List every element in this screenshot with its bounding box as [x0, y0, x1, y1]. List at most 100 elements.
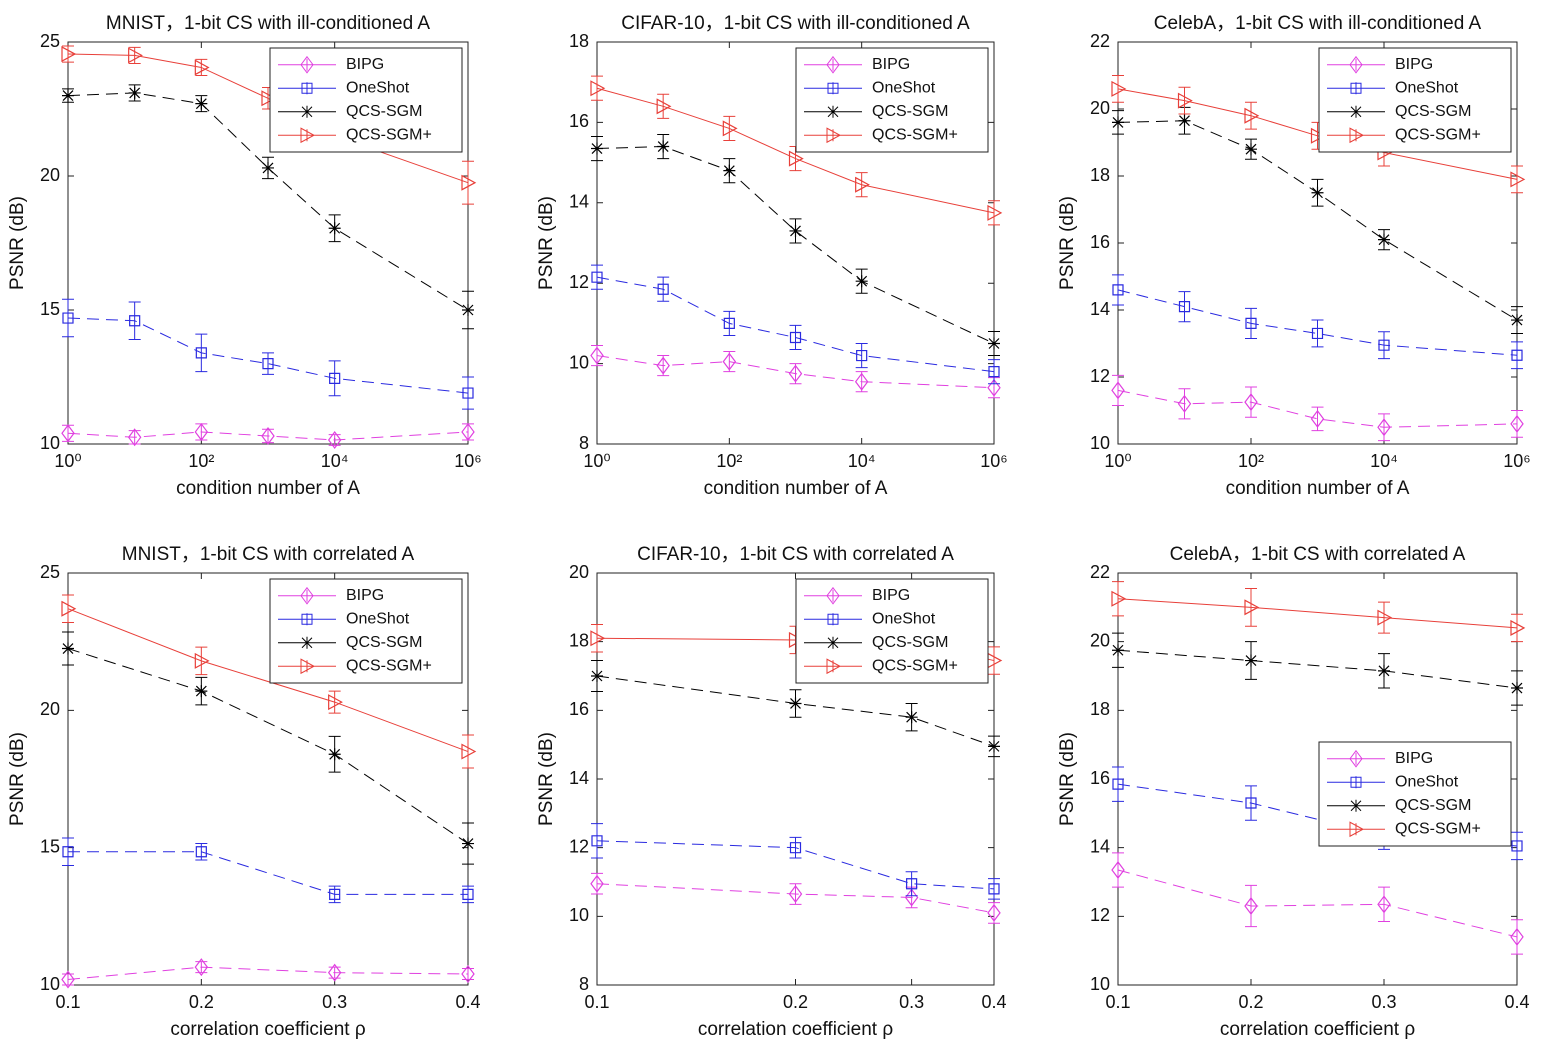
legend-swatch: [278, 586, 336, 605]
error-bar: [1112, 374, 1124, 406]
marker: [1178, 114, 1191, 127]
legend-swatch: [278, 105, 336, 118]
legend-label: OneShot: [872, 79, 936, 96]
error-bar: [591, 264, 603, 290]
legend-swatch: [278, 55, 336, 74]
subplot: MNIST，1-bit CS with ill-conditioned A con…: [7, 13, 482, 499]
y-axis-label: PSNR (dB): [7, 732, 28, 826]
error-bar: [62, 837, 74, 867]
legend-swatch: [804, 127, 862, 144]
marker: [195, 846, 207, 858]
marker: [195, 97, 208, 110]
legend-swatch: [804, 105, 862, 118]
error-bar: [462, 734, 474, 769]
marker: [329, 888, 341, 900]
y-tick-label: 15: [40, 836, 60, 856]
legend-swatch: [1327, 105, 1385, 118]
marker: [194, 958, 209, 977]
subplot-title: CelebA，1-bit CS with ill-conditioned A: [1154, 13, 1482, 34]
marker: [461, 174, 477, 191]
x-tick-label: 0.4: [455, 992, 480, 1012]
marker: [988, 337, 1000, 350]
marker: [590, 630, 606, 647]
y-axis-label: PSNR (dB): [536, 732, 557, 826]
y-tick-label: 18: [1090, 165, 1110, 185]
error-bar: [195, 961, 208, 974]
y-tick-label: 16: [1090, 232, 1110, 252]
marker: [590, 346, 604, 365]
marker: [987, 204, 1003, 221]
x-tick-label: 10⁶: [454, 451, 481, 471]
marker: [1511, 682, 1523, 695]
x-tick-label: 0.1: [584, 992, 609, 1012]
marker: [1377, 895, 1391, 914]
legend-label: BIPG: [872, 56, 910, 73]
y-tick-label: 20: [40, 699, 60, 719]
y-tick-label: 10: [569, 905, 589, 925]
marker: [1112, 644, 1124, 657]
legend-swatch: [1327, 127, 1385, 144]
y-tick-label: 10: [40, 433, 60, 453]
error-bar: [1511, 341, 1523, 370]
marker: [1311, 327, 1324, 340]
marker: [856, 349, 868, 362]
x-tick-label: 10⁴: [848, 451, 876, 471]
y-tick-label: 18: [1090, 699, 1110, 719]
error-bar: [1378, 331, 1390, 360]
marker: [1310, 409, 1325, 428]
error-bar: [1112, 274, 1124, 306]
marker: [462, 304, 474, 316]
marker: [656, 356, 670, 375]
x-axis-label: condition number of A: [176, 478, 360, 499]
series-line: [1117, 88, 1518, 180]
marker: [722, 352, 737, 371]
marker: [1311, 186, 1324, 199]
marker: [788, 150, 804, 167]
marker: [1177, 92, 1193, 109]
error-bar: [1245, 884, 1257, 928]
error-bar: [128, 301, 141, 340]
marker: [987, 378, 1001, 397]
error-bar: [462, 968, 474, 981]
marker: [328, 222, 341, 235]
subplot: CelebA，1-bit CS with ill-conditioned A co…: [1057, 13, 1531, 499]
error-bar: [723, 115, 736, 141]
series-line: [596, 276, 995, 373]
series-line: [1117, 289, 1518, 356]
x-axis-label: correlation coefficient ρ: [170, 1019, 365, 1040]
marker: [128, 86, 141, 99]
marker: [62, 312, 74, 324]
marker: [656, 98, 672, 115]
marker: [262, 358, 274, 370]
error-bar: [262, 352, 274, 375]
subplot-title: CIFAR-10，1-bit CS with correlated A: [637, 544, 954, 565]
x-tick-label: 10⁴: [1370, 451, 1398, 471]
marker: [1510, 927, 1524, 946]
legend-swatch: [804, 586, 862, 605]
marker: [262, 161, 274, 174]
legend-swatch: [804, 613, 862, 626]
error-bar: [1378, 886, 1390, 922]
marker: [1244, 897, 1258, 916]
legend-swatch: [1327, 776, 1385, 789]
marker: [1510, 619, 1526, 636]
marker: [788, 885, 803, 904]
legend-label: QCS-SGM: [346, 103, 422, 120]
error-bar: [328, 966, 341, 979]
y-tick-label: 10: [1090, 974, 1110, 994]
error-bar: [988, 200, 1000, 226]
marker: [462, 387, 474, 399]
error-bar: [1245, 101, 1257, 130]
marker: [194, 59, 210, 76]
error-bar: [62, 45, 74, 63]
error-bar: [905, 871, 918, 897]
x-tick-label: 10⁶: [980, 451, 1007, 471]
marker: [129, 315, 141, 327]
legend: BIPG OneShot QCS-SGM QCS-SGM+: [795, 47, 989, 153]
marker: [1112, 116, 1124, 129]
legend-label: OneShot: [1395, 79, 1459, 96]
marker: [988, 740, 1000, 753]
marker: [128, 47, 143, 64]
error-bar: [128, 430, 141, 445]
error-bar: [723, 351, 736, 373]
